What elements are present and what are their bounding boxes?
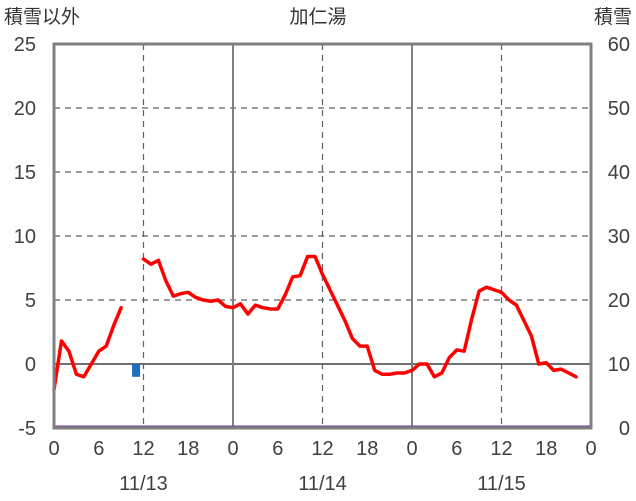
x-tick-label: 0 [48,438,59,460]
x-tick-label: 0 [585,438,596,460]
x-tick-label: 0 [227,438,238,460]
temperature-line-segment [52,305,123,392]
y-right-tick-label: 10 [608,354,630,376]
y-right-tick-label: 20 [608,290,630,312]
y-left-tick-label: 15 [14,162,36,184]
grid-lines [54,44,591,428]
y-left-tick-label: 10 [14,226,36,248]
y-right-tick-label: 30 [608,226,630,248]
x-tick-label: 12 [311,438,333,460]
y-left-tick-label: 0 [25,354,36,376]
y-left-tick-label: -5 [18,418,36,440]
date-label: 11/13 [119,473,168,495]
y-left-tick-label: 25 [14,34,36,56]
x-tick-label: 18 [356,438,378,460]
y-right-axis-label: 積雪 [594,6,632,28]
x-tick-label: 6 [93,438,104,460]
y-left-tick-label: 20 [14,98,36,120]
x-tick-label: 0 [406,438,417,460]
bar-mark [132,364,141,377]
y-left-tick-label: 5 [25,290,36,312]
y-right-tick-label: 50 [608,98,630,120]
x-tick-label: 12 [490,438,512,460]
x-tick-label: 6 [451,438,462,460]
x-tick-label: 12 [132,438,154,460]
y-right-tick-label: 60 [608,34,630,56]
y-right-tick-label: 0 [619,418,630,440]
temperature-line-segment [141,254,578,379]
date-label: 11/14 [298,473,347,495]
x-tick-label: 18 [177,438,199,460]
date-label: 11/15 [477,473,526,495]
x-tick-label: 6 [272,438,283,460]
x-tick-label: 18 [535,438,557,460]
chart-title: 加仁湯 [289,6,346,28]
y-right-tick-label: 40 [608,162,630,184]
y-left-axis-label: 積雪以外 [4,6,80,28]
plot-frame [52,42,593,430]
